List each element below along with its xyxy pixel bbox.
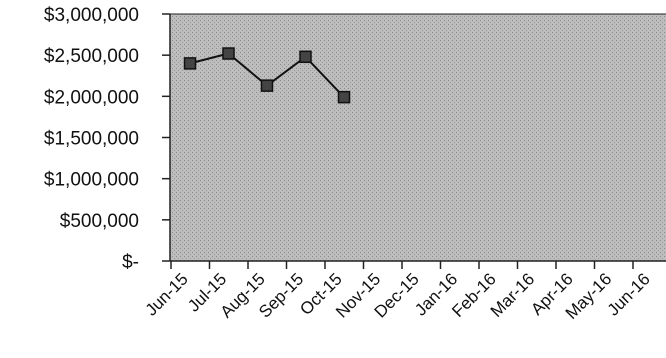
x-tick-label: Jun-15 xyxy=(142,269,192,319)
plot-area xyxy=(170,14,666,261)
y-ticks: $- $500,000 $1,000,000 $1,500,000 $2,000,000… xyxy=(44,5,170,273)
data-point-marker xyxy=(299,50,312,64)
y-tick-label: $500,000 xyxy=(60,211,139,232)
x-ticks: Jun-15Jul-15Aug-15Sep-15Oct-15Nov-15Dec-… xyxy=(142,261,654,323)
y-tick-label: $2,000,000 xyxy=(44,87,139,108)
data-point-marker xyxy=(337,90,351,104)
data-point-marker xyxy=(260,79,274,92)
y-tick-label: $1,500,000 xyxy=(44,129,139,150)
x-tick-label: Jun-16 xyxy=(604,269,654,319)
series-group xyxy=(183,47,351,104)
y-tick-label: $3,000,000 xyxy=(44,5,139,26)
data-point-marker xyxy=(183,57,197,70)
data-point-marker xyxy=(222,47,235,60)
y-tick-label: $- xyxy=(122,252,139,273)
y-tick-label: $1,000,000 xyxy=(44,170,139,191)
y-tick-label: $2,500,000 xyxy=(44,46,139,67)
x-tick-label: Mar-16 xyxy=(487,269,539,321)
